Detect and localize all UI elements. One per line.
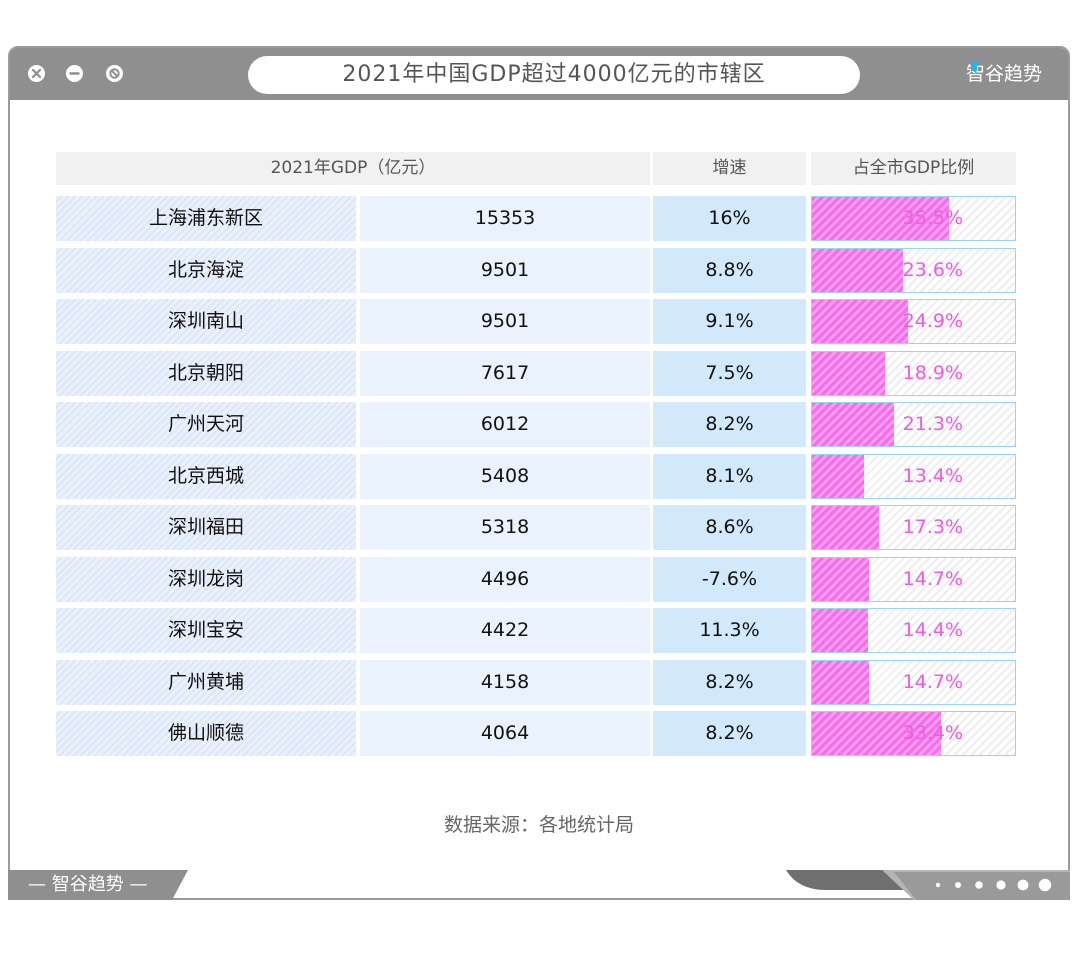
growth-value: 8.2% — [653, 711, 806, 756]
share-cell: 33.4% — [811, 711, 1016, 756]
growth-value: 8.2% — [653, 402, 806, 447]
header-growth: 增速 — [653, 152, 806, 185]
share-bar — [812, 712, 941, 755]
share-bar — [812, 506, 879, 549]
footer-tab-shape — [8, 870, 188, 900]
district-name: 北京海淀 — [56, 247, 356, 293]
district-name: 深圳南山 — [56, 299, 356, 344]
gdp-value: 4422 — [360, 608, 650, 653]
district-name: 北京朝阳 — [56, 350, 356, 396]
share-cell: 14.4% — [811, 608, 1016, 653]
growth-value: 8.2% — [653, 659, 806, 705]
share-cell: 35.5% — [811, 196, 1016, 241]
table-row: 佛山顺德 4064 8.2% 33.4% — [56, 711, 1016, 756]
share-cell: 23.6% — [811, 247, 1016, 293]
district-name: 深圳龙岗 — [56, 556, 356, 602]
share-cell: 21.3% — [811, 402, 1016, 447]
close-icon — [31, 68, 42, 79]
gdp-value: 5318 — [360, 505, 650, 550]
share-cell: 24.9% — [811, 299, 1016, 344]
pager-dots[interactable] — [786, 868, 1070, 900]
table-row: 北京海淀 9501 8.8% 23.6% — [56, 247, 1016, 293]
district-name: 广州黄埔 — [56, 659, 356, 705]
district-name: 佛山顺德 — [56, 711, 356, 756]
share-bar — [812, 609, 868, 652]
share-cell: 13.4% — [811, 453, 1016, 499]
table-row: 深圳福田 5318 8.6% 17.3% — [56, 505, 1016, 550]
app-window: 2021年中国GDP超过4000亿元的市辖区 智谷趋势 2021年GDP（亿元）… — [8, 46, 1070, 900]
growth-value: 16% — [653, 196, 806, 241]
minus-icon — [69, 72, 80, 75]
district-name: 上海浦东新区 — [56, 196, 356, 241]
share-cell: 17.3% — [811, 505, 1016, 550]
gdp-value: 4158 — [360, 659, 650, 705]
table-row: 广州天河 6012 8.2% 21.3% — [56, 402, 1016, 447]
share-bar — [812, 660, 869, 704]
share-bar — [812, 300, 909, 343]
district-name: 北京西城 — [56, 453, 356, 499]
share-bar — [812, 197, 949, 240]
share-label: 13.4% — [902, 464, 963, 487]
share-label: 17.3% — [902, 516, 963, 538]
footer-pager — [786, 868, 1070, 900]
no-entry-icon — [109, 68, 120, 79]
share-cell: 14.7% — [811, 556, 1016, 602]
share-label: 18.9% — [902, 361, 963, 384]
table-row: 深圳南山 9501 9.1% 24.9% — [56, 299, 1016, 344]
growth-value: 8.8% — [653, 247, 806, 293]
gdp-value: 4064 — [360, 711, 650, 756]
close-button[interactable] — [28, 65, 45, 82]
growth-value: 7.5% — [653, 350, 806, 396]
gdp-value: 9501 — [360, 299, 650, 344]
share-cell: 18.9% — [811, 350, 1016, 396]
share-label: 24.9% — [902, 310, 963, 332]
brand-name: 智谷趋势 — [965, 63, 1042, 85]
share-label: 33.4% — [902, 722, 963, 744]
table-row: 北京朝阳 7617 7.5% 18.9% — [56, 350, 1016, 396]
share-bar — [812, 351, 885, 395]
table-row: 北京西城 5408 8.1% 13.4% — [56, 453, 1016, 499]
footer-brand: — 智谷趋势 — — [28, 874, 148, 895]
share-label: 14.7% — [902, 567, 963, 590]
share-label: 21.3% — [902, 413, 963, 435]
share-label: 23.6% — [902, 258, 963, 281]
share-bar — [812, 248, 904, 292]
growth-value: 8.6% — [653, 505, 806, 550]
share-label: 14.4% — [902, 619, 963, 641]
gdp-value: 5408 — [360, 453, 650, 499]
growth-value: -7.6% — [653, 556, 806, 602]
window-title: 2021年中国GDP超过4000亿元的市辖区 — [248, 56, 860, 94]
growth-value: 9.1% — [653, 299, 806, 344]
header-share: 占全市GDP比例 — [811, 152, 1016, 185]
share-cell: 14.7% — [811, 659, 1016, 705]
header-gdp: 2021年GDP（亿元） — [56, 152, 650, 185]
block-button[interactable] — [106, 65, 123, 82]
gdp-value: 9501 — [360, 247, 650, 293]
gdp-value: 15353 — [360, 196, 650, 241]
minimize-button[interactable] — [66, 65, 83, 82]
footer-brand-tab: — 智谷趋势 — — [8, 870, 188, 900]
data-source: 数据来源：各地统计局 — [443, 814, 634, 836]
gdp-value: 6012 — [360, 402, 650, 447]
growth-value: 8.1% — [653, 453, 806, 499]
table-row: 上海浦东新区 15353 16% 35.5% — [56, 196, 1016, 241]
gdp-value: 4496 — [360, 556, 650, 602]
district-name: 广州天河 — [56, 402, 356, 447]
title-bar: 2021年中国GDP超过4000亿元的市辖区 智谷趋势 — [10, 48, 1068, 100]
table-row: 广州黄埔 4158 8.2% 14.7% — [56, 659, 1016, 705]
share-bar — [812, 557, 869, 601]
table-row: 深圳宝安 4422 11.3% 14.4% — [56, 608, 1016, 653]
share-label: 35.5% — [902, 207, 963, 229]
share-bar — [812, 454, 864, 498]
district-name: 深圳宝安 — [56, 608, 356, 653]
growth-value: 11.3% — [653, 608, 806, 653]
share-bar — [812, 403, 895, 446]
gdp-value: 7617 — [360, 350, 650, 396]
brand-logo: 智谷趋势 — [966, 60, 1042, 88]
district-name: 深圳福田 — [56, 505, 356, 550]
brand-mark-icon — [970, 61, 977, 71]
table-row: 深圳龙岗 4496 -7.6% 14.7% — [56, 556, 1016, 602]
share-label: 14.7% — [902, 670, 963, 693]
